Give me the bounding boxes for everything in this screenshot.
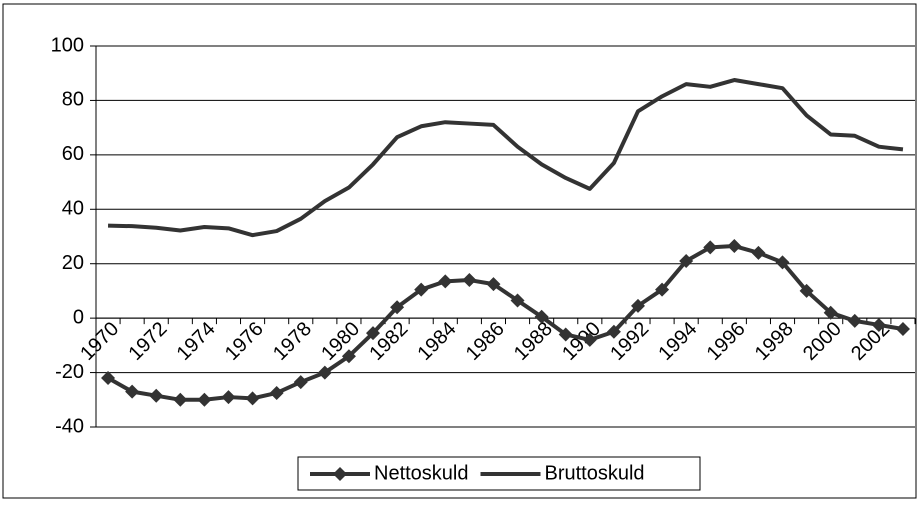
- data-point: [871, 317, 886, 332]
- data-point: [390, 300, 405, 315]
- y-tick-label: 60: [62, 143, 84, 165]
- data-point: [534, 309, 549, 324]
- data-point: [510, 293, 525, 308]
- data-point: [823, 305, 838, 320]
- data-point: [414, 282, 429, 297]
- data-point: [341, 349, 356, 364]
- data-point: [606, 324, 621, 339]
- data-point: [438, 274, 453, 289]
- data-point: [293, 375, 308, 390]
- data-point: [462, 273, 477, 288]
- data-point: [558, 327, 573, 342]
- legend: Nettoskuld Bruttoskuld: [297, 456, 701, 491]
- y-tick-label: 100: [51, 34, 84, 56]
- data-point: [197, 392, 212, 407]
- y-tick-label: 20: [62, 252, 84, 274]
- data-point: [125, 384, 140, 399]
- legend-marker: [333, 467, 347, 481]
- data-point: [630, 298, 645, 313]
- y-tick-label: 0: [73, 306, 84, 328]
- series-line: [107, 78, 904, 238]
- data-point: [221, 390, 236, 405]
- y-tick-label: -20: [55, 361, 84, 383]
- legend-label: Bruttoskuld: [545, 462, 645, 484]
- data-point: [847, 313, 862, 328]
- data-point: [727, 239, 742, 254]
- data-point: [679, 253, 694, 268]
- data-point: [366, 326, 381, 341]
- y-tick-label: -40: [55, 415, 84, 437]
- legend-label: Nettoskuld: [374, 462, 469, 484]
- data-point: [895, 322, 910, 337]
- data-point: [317, 365, 332, 380]
- series-line: [107, 244, 904, 402]
- data-point: [799, 283, 814, 298]
- data-point: [269, 385, 284, 400]
- data-point: [655, 282, 670, 297]
- data-point: [751, 245, 766, 260]
- data-point: [149, 388, 164, 403]
- data-point: [245, 391, 260, 406]
- data-point: [775, 255, 790, 270]
- chart-border: [2, 3, 917, 499]
- data-point: [582, 332, 597, 347]
- y-tick-label: 80: [62, 89, 84, 111]
- data-point: [486, 277, 501, 292]
- data-point: [173, 392, 188, 407]
- data-point: [703, 240, 718, 255]
- data-point: [101, 371, 116, 386]
- y-tick-label: 40: [62, 198, 84, 220]
